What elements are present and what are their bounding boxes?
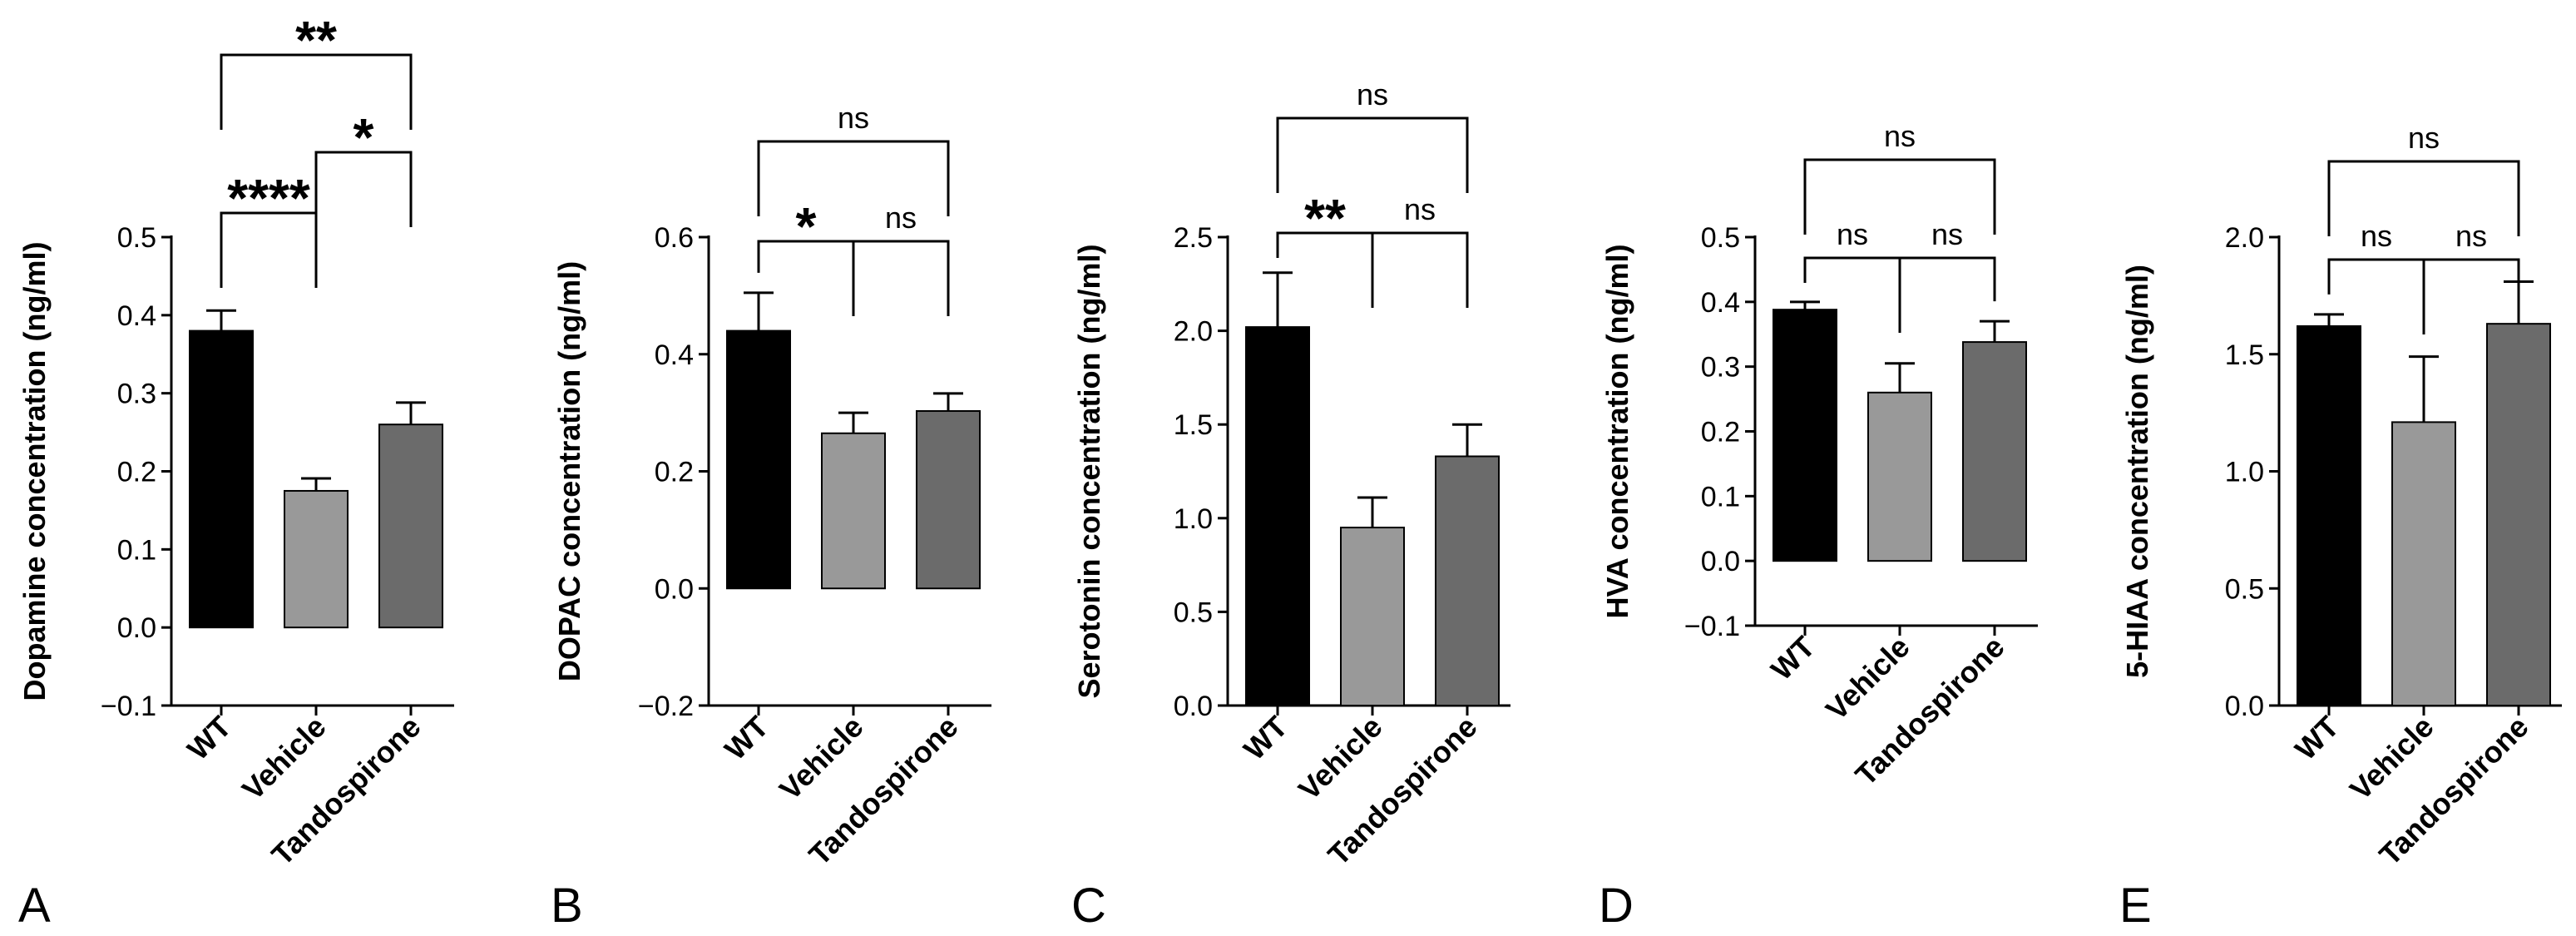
y-tick-label: 0.0: [2225, 691, 2264, 722]
category-label-wt: WT: [718, 710, 775, 767]
y-tick-label: 0.4: [655, 339, 694, 371]
y-tick-label: 1.0: [2225, 457, 2264, 488]
significance-bracket: [220, 211, 318, 288]
y-tick-label: 2.0: [1174, 316, 1213, 348]
panel-e: 0.0 0.5 1.0 1.5 2.0 5-HIAA concentration (ng/…: [2119, 121, 2562, 933]
y-tick-label: 0.1: [1701, 481, 1740, 513]
bar-vehicle: [1340, 527, 1405, 706]
y-tick-label: 0.5: [117, 222, 156, 254]
category-label-vehicle: Vehicle: [235, 710, 333, 807]
category-label-wt: WT: [180, 710, 238, 767]
y-axis-label: 5-HIAA concentration (ng/ml): [2120, 265, 2154, 678]
category-label-wt: WT: [2288, 710, 2346, 767]
y-tick-label: 1.5: [2225, 339, 2264, 371]
bar-tandospirone: [378, 423, 443, 629]
significance-bracket: [852, 240, 950, 316]
y-tick-label: −0.1: [101, 691, 156, 722]
significance-label: ns: [2408, 121, 2440, 155]
category-label-wt: WT: [1237, 710, 1294, 767]
y-tick-label: 0.5: [1701, 222, 1740, 254]
y-tick-label: 0.5: [2225, 573, 2264, 605]
y-tick-label: −0.1: [1684, 611, 1740, 642]
significance-label: *: [354, 107, 374, 167]
significance-bracket: [757, 140, 950, 216]
y-tick-label: 0.0: [1174, 691, 1213, 722]
y-tick-label: 0.2: [1701, 417, 1740, 448]
bar-vehicle: [1867, 391, 1932, 562]
y-tick-label: −0.2: [638, 691, 694, 722]
panel-d: −0.1 0.0 0.1 0.2 0.3 0.4 0.5 HVA concentration …: [1599, 119, 2038, 933]
bar-vehicle: [2391, 421, 2456, 706]
panel-letter: E: [2119, 879, 2152, 933]
significance-label: ns: [2455, 219, 2487, 253]
significance-bracket: [1803, 158, 1996, 235]
category-label-vehicle: Vehicle: [2343, 710, 2440, 807]
bar-wt: [1773, 309, 1837, 562]
category-label-wt: WT: [1764, 630, 1822, 687]
significance-bracket: [314, 151, 413, 227]
y-tick-label: 0.2: [117, 457, 156, 488]
significance-label: ns: [2361, 219, 2392, 253]
bar-tandospirone: [916, 410, 981, 590]
panel-letter: B: [551, 879, 583, 933]
y-tick-label: 0.3: [117, 379, 156, 410]
category-label-vehicle: Vehicle: [1819, 630, 1916, 727]
y-axis-label: Dopamine concentration (ng/ml): [17, 241, 52, 701]
significance-label: ns: [1931, 217, 1963, 251]
bar-wt: [1245, 326, 1310, 706]
panel-letter: D: [1599, 879, 1634, 933]
y-tick-label: 0.3: [1701, 352, 1740, 384]
y-tick-label: 0.2: [655, 457, 694, 488]
bar-wt: [2297, 324, 2361, 706]
y-tick-label: 0.6: [655, 222, 694, 254]
bar-tandospirone: [1435, 455, 1500, 706]
significance-bracket: [1276, 116, 1469, 193]
significance-bracket: [1371, 231, 1469, 308]
bar-vehicle: [284, 489, 349, 629]
significance-bracket: [2327, 258, 2425, 334]
bar-wt: [726, 329, 791, 590]
bar-wt: [189, 329, 254, 629]
panel-b: −0.2 0.0 0.2 0.4 0.6 DOPAC concentration (ng/…: [551, 101, 991, 933]
y-axis-label: Serotonin concentration (ng/ml): [1072, 245, 1106, 699]
significance-bracket: [2327, 160, 2520, 236]
significance-label: ****: [227, 168, 310, 228]
y-tick-label: 0.0: [117, 612, 156, 644]
panel-letter: A: [18, 879, 51, 933]
y-tick-label: 0.1: [117, 534, 156, 566]
y-tick-label: 0.4: [1701, 287, 1740, 319]
y-tick-label: 0.0: [655, 573, 694, 605]
y-tick-label: 2.5: [1174, 222, 1213, 254]
panel-letter: C: [1071, 879, 1106, 933]
significance-label: ns: [1884, 119, 1916, 153]
y-axis-label: DOPAC concentration (ng/ml): [552, 261, 586, 681]
category-label-vehicle: Vehicle: [773, 710, 870, 807]
significance-bracket: [1898, 256, 1996, 333]
significance-label: **: [1304, 188, 1346, 248]
category-label-vehicle: Vehicle: [1292, 710, 1389, 807]
bar-vehicle: [821, 432, 886, 590]
significance-label: **: [295, 10, 337, 70]
significance-bracket: [220, 53, 413, 130]
significance-bracket: [2422, 258, 2520, 334]
y-tick-label: 0.4: [117, 300, 156, 332]
panel-a: −0.1 0.0 0.1 0.2 0.3 0.4 0.5 Dopamine concentra…: [17, 10, 454, 933]
y-tick-label: 1.5: [1174, 409, 1213, 441]
y-axis-label: HVA concentration (ng/ml): [1600, 245, 1634, 619]
y-tick-label: 2.0: [2225, 222, 2264, 254]
y-tick-label: 0.0: [1701, 546, 1740, 577]
significance-label: ns: [1357, 77, 1388, 111]
panel-c: 0.0 0.5 1.0 1.5 2.0 2.5 Serotonin concentratio…: [1071, 77, 1510, 933]
significance-label: ns: [838, 101, 869, 135]
y-tick-label: 1.0: [1174, 503, 1213, 535]
bar-tandospirone: [2486, 323, 2551, 706]
significance-label: ns: [1837, 217, 1868, 251]
significance-label: *: [796, 196, 817, 256]
significance-label: ns: [1404, 192, 1436, 226]
significance-label: ns: [885, 201, 917, 235]
y-tick-label: 0.5: [1174, 597, 1213, 628]
bar-tandospirone: [1962, 341, 2027, 562]
